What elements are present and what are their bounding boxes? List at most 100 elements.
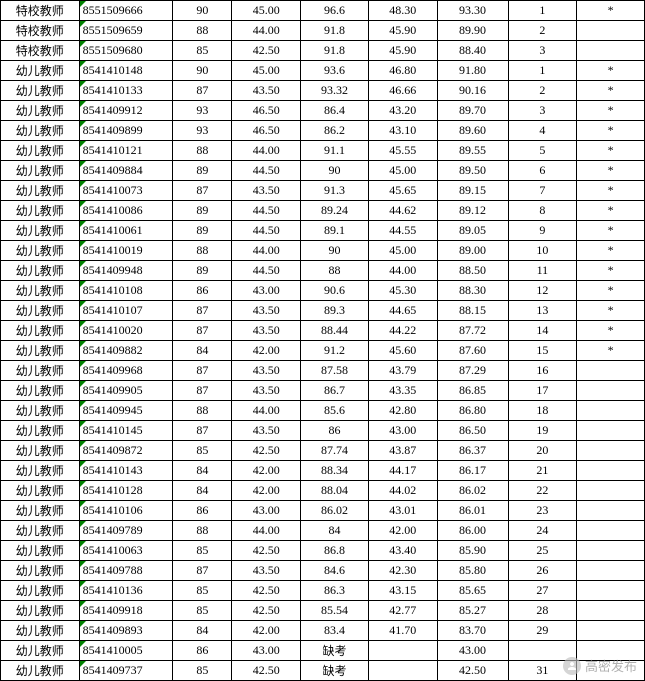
cell: * <box>577 341 645 361</box>
cell: 幼儿教师 <box>1 61 80 81</box>
cell: 幼儿教师 <box>1 661 80 681</box>
cell: 44.50 <box>232 221 301 241</box>
table-row: 幼儿教师85414100058643.00缺考43.00 <box>1 641 645 661</box>
cell: 86.50 <box>437 421 508 441</box>
cell: 46.80 <box>368 61 437 81</box>
cell: * <box>577 101 645 121</box>
cell: 43.00 <box>232 281 301 301</box>
cell: 44.02 <box>368 481 437 501</box>
cell: 43.50 <box>232 381 301 401</box>
cell: 86.2 <box>301 121 369 141</box>
cell: 42.50 <box>232 661 301 681</box>
cell: 19 <box>508 421 577 441</box>
cell: 93.6 <box>301 61 369 81</box>
cell: 45.00 <box>232 1 301 21</box>
cell: 42.50 <box>232 601 301 621</box>
cell <box>577 361 645 381</box>
cell: 8541409884 <box>79 161 173 181</box>
cell: 43.50 <box>232 321 301 341</box>
cell <box>577 521 645 541</box>
cell: 93.32 <box>301 81 369 101</box>
cell: 42.00 <box>232 461 301 481</box>
cell: 42.50 <box>232 41 301 61</box>
cell: 84.6 <box>301 561 369 581</box>
cell: 4 <box>508 121 577 141</box>
cell: 16 <box>508 361 577 381</box>
cell: 44.55 <box>368 221 437 241</box>
cell: 88.44 <box>301 321 369 341</box>
cell: 90 <box>301 161 369 181</box>
cell: 27 <box>508 581 577 601</box>
cell: 8541410128 <box>79 481 173 501</box>
cell: 45.60 <box>368 341 437 361</box>
cell: 8541409918 <box>79 601 173 621</box>
cell: 84 <box>173 481 232 501</box>
cell: 89 <box>173 261 232 281</box>
cell <box>577 461 645 481</box>
cell: 3 <box>508 101 577 121</box>
cell: 88.34 <box>301 461 369 481</box>
cell <box>577 621 645 641</box>
cell: 43.50 <box>232 301 301 321</box>
cell: 44.00 <box>232 241 301 261</box>
cell: * <box>577 261 645 281</box>
cell <box>577 581 645 601</box>
cell <box>577 21 645 41</box>
cell: 85.65 <box>437 581 508 601</box>
cell: 93 <box>173 101 232 121</box>
cell: 88 <box>173 521 232 541</box>
cell: 9 <box>508 221 577 241</box>
cell: 89.90 <box>437 21 508 41</box>
cell: 43.00 <box>437 641 508 661</box>
cell: 89.24 <box>301 201 369 221</box>
cell: 43.50 <box>232 421 301 441</box>
cell: 88.50 <box>437 261 508 281</box>
cell: 44.17 <box>368 461 437 481</box>
cell: 89.70 <box>437 101 508 121</box>
cell: 幼儿教师 <box>1 141 80 161</box>
cell: 86.7 <box>301 381 369 401</box>
cell: 1 <box>508 61 577 81</box>
cell: * <box>577 201 645 221</box>
cell: 90 <box>301 241 369 261</box>
cell: 8541409899 <box>79 121 173 141</box>
cell: 幼儿教师 <box>1 281 80 301</box>
cell <box>577 401 645 421</box>
cell: 86.80 <box>437 401 508 421</box>
cell <box>577 41 645 61</box>
cell: 42.50 <box>232 441 301 461</box>
cell: 8541409882 <box>79 341 173 361</box>
cell: 41.70 <box>368 621 437 641</box>
cell: 幼儿教师 <box>1 481 80 501</box>
cell: 6 <box>508 161 577 181</box>
cell: 43.00 <box>232 641 301 661</box>
table-row: 幼儿教师85414099688743.5087.5843.7987.2916 <box>1 361 645 381</box>
cell: 43.50 <box>232 81 301 101</box>
table-row: 幼儿教师85414101088643.0090.645.3088.3012* <box>1 281 645 301</box>
cell: 8541410145 <box>79 421 173 441</box>
cell: 89.15 <box>437 181 508 201</box>
cell: 85.6 <box>301 401 369 421</box>
cell: 45.00 <box>232 61 301 81</box>
cell: 91.80 <box>437 61 508 81</box>
cell: 幼儿教师 <box>1 121 80 141</box>
cell: 8541410133 <box>79 81 173 101</box>
table-row: 幼儿教师85414097898844.008442.0086.0024 <box>1 521 645 541</box>
cell: 96.6 <box>301 1 369 21</box>
cell <box>368 661 437 681</box>
cell: 44.00 <box>232 21 301 41</box>
cell: 42.50 <box>232 541 301 561</box>
cell: 84 <box>173 461 232 481</box>
cell: 26 <box>508 561 577 581</box>
cell: 46.50 <box>232 121 301 141</box>
table-row: 幼儿教师85414099488944.508844.0088.5011* <box>1 261 645 281</box>
cell: 缺考 <box>301 661 369 681</box>
cell: 8551509659 <box>79 21 173 41</box>
cell: 44.00 <box>232 141 301 161</box>
cell <box>577 641 645 661</box>
cell: 43.20 <box>368 101 437 121</box>
cell: 45.55 <box>368 141 437 161</box>
cell: 45.65 <box>368 181 437 201</box>
cell: 11 <box>508 261 577 281</box>
cell: 85.54 <box>301 601 369 621</box>
